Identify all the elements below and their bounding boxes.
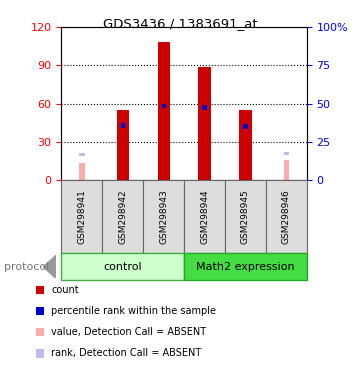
Bar — [284, 160, 289, 180]
Text: percentile rank within the sample: percentile rank within the sample — [51, 306, 216, 316]
Bar — [239, 110, 252, 180]
Bar — [143, 180, 184, 253]
Bar — [121, 123, 125, 127]
Bar — [61, 180, 102, 253]
Text: GSM298946: GSM298946 — [282, 190, 291, 244]
Bar — [157, 42, 170, 180]
Text: control: control — [104, 262, 142, 272]
Bar — [61, 253, 184, 280]
Text: GSM298943: GSM298943 — [159, 190, 168, 244]
Bar — [117, 110, 129, 180]
Bar — [203, 105, 207, 110]
Text: GSM298941: GSM298941 — [77, 190, 86, 244]
Bar — [225, 180, 266, 253]
Text: GSM298942: GSM298942 — [118, 190, 127, 244]
Text: value, Detection Call = ABSENT: value, Detection Call = ABSENT — [51, 327, 206, 337]
Text: GDS3436 / 1383691_at: GDS3436 / 1383691_at — [103, 17, 258, 30]
Polygon shape — [43, 255, 56, 278]
Text: Math2 expression: Math2 expression — [196, 262, 295, 272]
Text: GSM298945: GSM298945 — [241, 190, 250, 244]
Bar — [79, 153, 84, 157]
Bar — [161, 104, 166, 109]
Bar — [79, 162, 84, 180]
Bar — [266, 180, 307, 253]
Bar — [284, 152, 289, 155]
Bar — [184, 253, 307, 280]
Text: rank, Detection Call = ABSENT: rank, Detection Call = ABSENT — [51, 348, 201, 358]
Bar — [199, 66, 211, 180]
Text: count: count — [51, 285, 79, 295]
Text: GSM298944: GSM298944 — [200, 190, 209, 244]
Bar — [102, 180, 143, 253]
Bar — [243, 124, 248, 129]
Bar — [184, 180, 225, 253]
Text: protocol: protocol — [4, 262, 49, 272]
